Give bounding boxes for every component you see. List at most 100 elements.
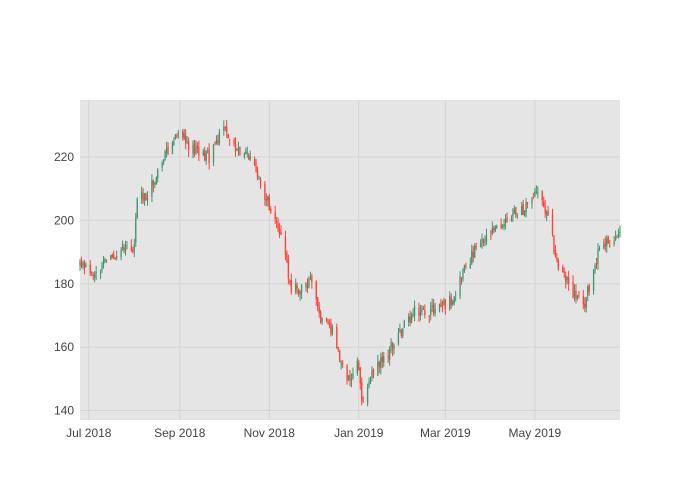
candle[interactable] [318, 301, 320, 318]
candle[interactable] [183, 128, 185, 141]
candle[interactable] [126, 240, 128, 250]
candle[interactable] [584, 297, 586, 313]
candle[interactable] [434, 302, 436, 317]
candle[interactable] [452, 299, 454, 306]
candle[interactable] [567, 270, 570, 291]
candle[interactable] [491, 221, 493, 236]
candle[interactable] [378, 360, 381, 374]
candle[interactable] [280, 225, 282, 235]
candle[interactable] [422, 305, 425, 310]
candle[interactable] [575, 284, 577, 304]
candle[interactable] [154, 181, 156, 189]
candle[interactable] [597, 243, 599, 271]
candle[interactable] [494, 225, 496, 233]
candle[interactable] [319, 309, 322, 324]
candle[interactable] [496, 224, 498, 229]
candle[interactable] [287, 254, 290, 285]
candle[interactable] [592, 269, 595, 295]
candle[interactable] [297, 288, 300, 297]
candle[interactable] [121, 240, 124, 251]
candle[interactable] [453, 295, 455, 306]
candle[interactable] [110, 254, 112, 261]
candle[interactable] [165, 141, 168, 158]
candle[interactable] [537, 186, 539, 199]
candle[interactable] [516, 212, 518, 220]
candle[interactable] [340, 360, 342, 370]
candle[interactable] [535, 185, 538, 195]
candle[interactable] [485, 228, 488, 245]
candle[interactable] [321, 317, 323, 325]
candle[interactable] [603, 238, 605, 250]
candle[interactable] [91, 271, 93, 277]
candle[interactable] [462, 268, 464, 282]
candle[interactable] [85, 262, 87, 268]
candle[interactable] [174, 133, 177, 140]
candle[interactable] [135, 212, 137, 247]
candle[interactable] [479, 239, 482, 248]
candle[interactable] [236, 148, 238, 152]
candle[interactable] [290, 273, 292, 295]
candle[interactable] [482, 238, 485, 247]
candle[interactable] [311, 273, 313, 289]
candle[interactable] [155, 176, 157, 185]
candle[interactable] [522, 199, 524, 216]
candle[interactable] [296, 282, 298, 295]
candle[interactable] [490, 230, 492, 241]
candle[interactable] [356, 357, 358, 376]
candle[interactable] [184, 129, 187, 150]
candle[interactable] [92, 272, 94, 281]
candle[interactable] [500, 218, 502, 230]
candle[interactable] [104, 257, 106, 264]
candle[interactable] [504, 214, 507, 230]
candle[interactable] [349, 369, 351, 387]
candle[interactable] [430, 301, 432, 321]
candle[interactable] [557, 257, 560, 271]
candle[interactable] [152, 179, 155, 193]
candle[interactable] [576, 294, 579, 301]
candle[interactable] [565, 271, 567, 289]
candle[interactable] [543, 196, 545, 208]
candle[interactable] [113, 250, 115, 260]
candle[interactable] [377, 354, 379, 377]
candle[interactable] [214, 141, 216, 146]
candle[interactable] [255, 158, 257, 173]
candle[interactable] [421, 305, 423, 316]
candle[interactable] [431, 298, 433, 313]
candle[interactable] [523, 210, 526, 217]
candle[interactable] [140, 186, 143, 204]
candle[interactable] [475, 242, 477, 251]
candle[interactable] [391, 341, 394, 357]
candle[interactable] [265, 193, 268, 207]
candle[interactable] [585, 296, 587, 313]
candle[interactable] [454, 290, 457, 302]
candle[interactable] [173, 137, 175, 146]
candle[interactable] [510, 215, 513, 222]
candle[interactable] [198, 140, 200, 162]
candle[interactable] [114, 257, 116, 260]
candle[interactable] [544, 199, 546, 218]
candle[interactable] [614, 230, 617, 242]
candle[interactable] [358, 359, 360, 371]
candle[interactable] [164, 149, 166, 161]
candle[interactable] [330, 318, 332, 337]
candle[interactable] [264, 180, 266, 206]
candle[interactable] [369, 376, 372, 385]
candle[interactable] [418, 302, 420, 322]
candle[interactable] [366, 383, 369, 407]
candle[interactable] [299, 290, 301, 301]
candle[interactable] [512, 208, 514, 222]
candle[interactable] [309, 271, 312, 281]
candle[interactable] [541, 190, 543, 206]
candle[interactable] [227, 133, 229, 139]
candle[interactable] [582, 289, 584, 310]
candle[interactable] [383, 352, 385, 368]
candle[interactable] [105, 259, 108, 263]
candle[interactable] [578, 290, 580, 299]
candle[interactable] [102, 256, 105, 269]
candle[interactable] [371, 366, 373, 382]
candle[interactable] [202, 148, 204, 157]
candle[interactable] [513, 205, 516, 215]
candle[interactable] [136, 197, 138, 219]
candle[interactable] [463, 264, 466, 273]
candle[interactable] [249, 150, 251, 161]
